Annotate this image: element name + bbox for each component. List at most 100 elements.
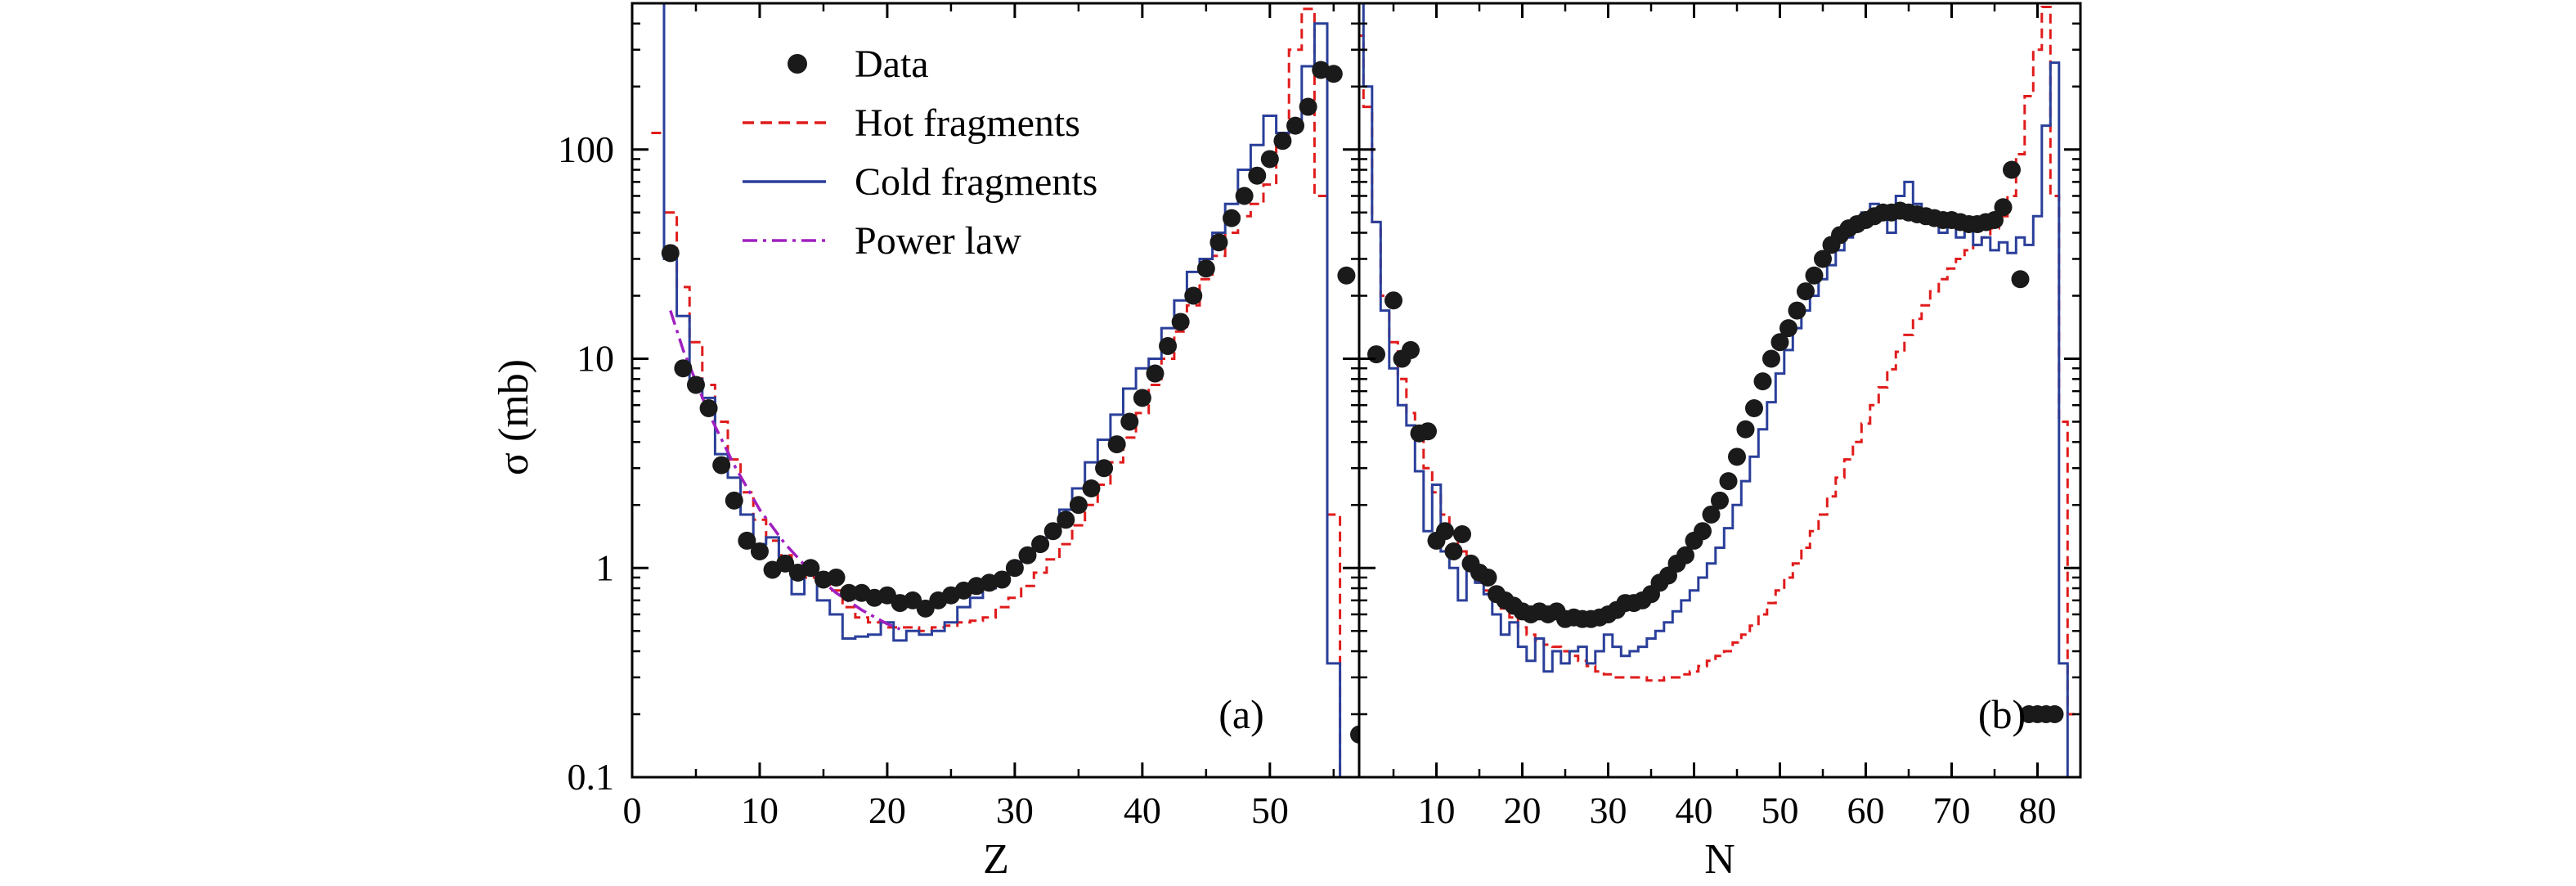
legend-data-marker <box>788 54 807 74</box>
x-tick-label: 60 <box>1847 789 1885 831</box>
data-point <box>1005 559 1024 578</box>
data-point <box>1057 510 1075 529</box>
data-point <box>1196 259 1215 278</box>
data-point <box>1184 286 1203 305</box>
data-point <box>1082 479 1101 498</box>
data-point <box>1273 132 1292 151</box>
data-point <box>1719 472 1738 491</box>
x-tick-label: 20 <box>1504 789 1542 831</box>
x-tick-label: 10 <box>1418 789 1456 831</box>
x-tick-label: 50 <box>1251 789 1289 831</box>
data-point <box>1324 65 1343 83</box>
data-point <box>712 456 731 474</box>
data-point <box>2011 270 2030 289</box>
data-point <box>827 568 846 587</box>
panel-b-xlabel: N <box>1704 836 1735 883</box>
data-point <box>1146 364 1165 383</box>
data-point <box>1805 266 1824 285</box>
data-point <box>1419 422 1437 441</box>
x-tick-label: 70 <box>1933 789 1971 831</box>
data-point <box>1350 725 1359 744</box>
data-point <box>916 599 935 618</box>
data-point <box>1436 522 1454 541</box>
x-tick-label: 40 <box>1676 789 1713 831</box>
y-tick-label: 100 <box>558 128 614 170</box>
data-point <box>1235 187 1254 205</box>
data-point <box>1337 266 1356 285</box>
x-tick-label: 30 <box>1590 789 1627 831</box>
data-point <box>1753 372 1772 391</box>
data-point <box>1453 524 1471 543</box>
panel-a-power-curve <box>669 310 901 631</box>
panel-a-axes: 0 10 20 30 40 50 0.1 1 10 100 <box>558 2 1361 831</box>
data-point <box>1797 282 1815 301</box>
data-point <box>1069 496 1088 515</box>
data-point <box>1043 522 1062 541</box>
panel-b-hot-histogram <box>1359 6 2076 716</box>
x-tick-label: 30 <box>996 789 1034 831</box>
data-point <box>1728 447 1746 466</box>
y-tick-label: 1 <box>595 546 614 588</box>
data-point <box>1694 522 1712 541</box>
panel-a-xlabel: Z <box>983 836 1009 883</box>
data-point <box>1702 505 1721 524</box>
data-point <box>1444 542 1463 561</box>
data-point <box>1384 291 1402 310</box>
data-point <box>2003 160 2021 179</box>
x-tick-label: 0 <box>623 789 642 831</box>
x-tick-label: 50 <box>1761 789 1799 831</box>
panel-b-series <box>1359 3 2076 777</box>
data-point <box>1018 546 1037 564</box>
data-point <box>1736 420 1755 439</box>
panel-a-label: (a) <box>1218 691 1264 737</box>
panel-b-cold-histogram <box>1359 3 2076 777</box>
data-point <box>1133 389 1151 407</box>
data-point <box>1209 233 1228 252</box>
panel-a-series <box>651 3 1359 777</box>
data-point <box>2045 705 2064 724</box>
data-point <box>1762 349 1780 368</box>
data-point <box>1770 333 1789 352</box>
panel-b-label: (b) <box>1978 691 2026 737</box>
x-tick-label: 80 <box>2019 789 2057 831</box>
data-point <box>1711 491 1729 510</box>
legend-hot-label: Hot fragments <box>855 101 1080 145</box>
legend-cold-label: Cold fragments <box>855 160 1097 204</box>
data-point <box>1814 250 1832 268</box>
data-point <box>1260 150 1279 169</box>
legend-data-label: Data <box>855 43 929 86</box>
data-point <box>1788 301 1806 320</box>
plot-frame <box>1358 2 2082 779</box>
data-point <box>840 583 859 602</box>
data-point <box>1248 166 1267 185</box>
data-point <box>1031 535 1050 554</box>
data-point <box>725 491 743 510</box>
panel-a: 0 10 20 30 40 50 0.1 1 10 100 Z (a) <box>558 2 1361 883</box>
y-tick-label: 10 <box>577 338 614 380</box>
panel-b-axes: 10 20 30 40 50 60 70 80 <box>1358 2 2082 831</box>
panel-b: 10 20 30 40 50 60 70 80 N (b) <box>1358 2 2082 883</box>
data-point <box>1745 399 1763 418</box>
panel-a-data-points <box>661 61 1359 744</box>
data-point <box>1120 412 1139 431</box>
data-point <box>738 531 756 550</box>
data-point <box>1107 435 1126 454</box>
data-point <box>1986 211 2004 230</box>
x-tick-label: 40 <box>1124 789 1161 831</box>
data-point <box>1299 97 1317 116</box>
panel-b-data-points <box>1367 160 2064 724</box>
x-tick-label: 10 <box>741 789 779 831</box>
data-point <box>699 399 718 418</box>
data-point <box>1676 546 1694 564</box>
data-point <box>1171 313 1190 331</box>
data-point <box>1095 459 1114 478</box>
data-point <box>801 559 820 578</box>
data-point <box>1367 345 1385 364</box>
data-point <box>661 244 680 263</box>
data-point <box>904 591 922 609</box>
data-point <box>1286 116 1305 135</box>
data-point <box>1223 209 1241 227</box>
data-point <box>993 570 1012 589</box>
x-tick-label: 20 <box>868 789 906 831</box>
